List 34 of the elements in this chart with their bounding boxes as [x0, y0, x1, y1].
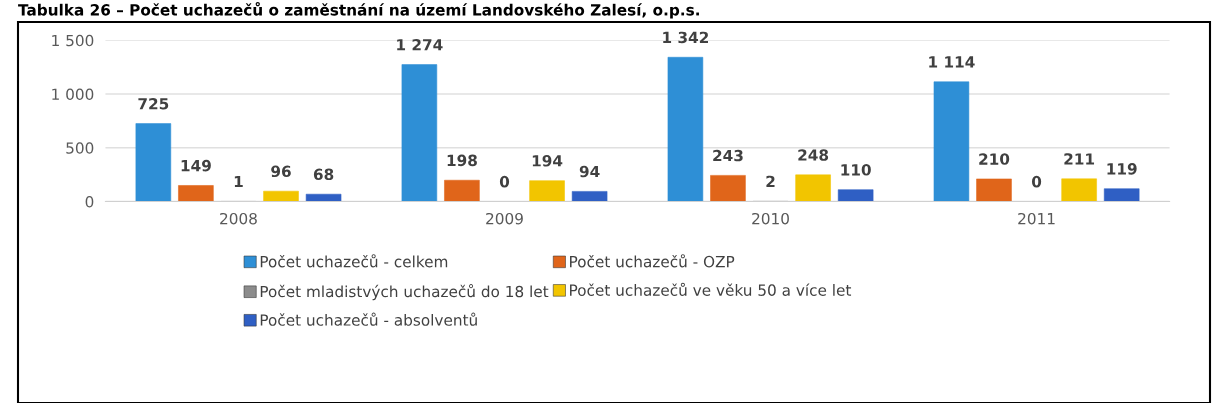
legend-label: Počet uchazečů - celkem — [260, 254, 448, 268]
data-label: 94 — [579, 165, 600, 178]
x-tick-label: 2010 — [752, 212, 789, 225]
y-tick-label: 1 000 — [52, 88, 94, 101]
chart-title: Tabulka 26 – Počet uchazečů o zaměstnání na území Landovského Zalesí, o.p.s. — [18, 2, 699, 19]
data-label: 210 — [979, 153, 1010, 165]
x-tick-label: 2009 — [486, 212, 523, 225]
data-label: 0 — [1031, 175, 1042, 188]
data-label: 194 — [532, 155, 563, 167]
data-label: 119 — [1107, 163, 1137, 175]
data-label: 149 — [181, 159, 211, 172]
data-label: 248 — [798, 149, 829, 161]
data-label: 243 — [713, 149, 743, 162]
data-label: 96 — [271, 165, 291, 178]
data-label: 1 — [234, 175, 243, 188]
x-tick-label: 2008 — [220, 212, 257, 225]
x-tick-label: 2011 — [1018, 212, 1055, 225]
legend-label: Počet uchazečů ve věku 50 a více let — [570, 282, 852, 296]
data-label: 2 — [766, 175, 775, 187]
y-tick-label: 1 500 — [52, 34, 94, 47]
data-label: 0 — [499, 175, 510, 188]
data-label: 68 — [313, 168, 334, 181]
data-label: 211 — [1064, 153, 1095, 165]
legend-label: Počet mladistvých uchazečů do 18 let — [260, 284, 549, 301]
y-tick-label: 500 — [66, 142, 94, 154]
data-label: 198 — [447, 154, 477, 167]
data-label: 1 274 — [397, 38, 443, 51]
data-label: 1 114 — [929, 56, 975, 68]
legend-label: Počet uchazečů - absolventů — [260, 312, 477, 326]
data-label: 110 — [841, 164, 871, 176]
y-tick-label: 0 — [85, 195, 94, 208]
legend-label: Počet uchazečů - OZP — [570, 254, 735, 268]
data-label: 725 — [138, 97, 169, 110]
data-label: 1 342 — [663, 31, 708, 44]
